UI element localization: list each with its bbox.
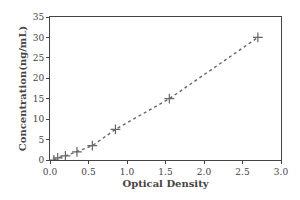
svg-text:0.0: 0.0: [43, 167, 58, 177]
svg-text:3.0: 3.0: [274, 167, 289, 177]
svg-text:10: 10: [33, 114, 45, 124]
svg-text:0.5: 0.5: [81, 167, 96, 177]
svg-text:25: 25: [33, 53, 45, 63]
svg-text:20: 20: [33, 73, 45, 83]
svg-text:0: 0: [38, 155, 44, 165]
svg-text:Concentration(ng/mL): Concentration(ng/mL): [17, 26, 28, 151]
svg-text:1.0: 1.0: [120, 167, 135, 177]
svg-text:2.5: 2.5: [235, 167, 250, 177]
svg-text:Optical Density: Optical Density: [122, 178, 209, 189]
svg-text:1.5: 1.5: [158, 167, 173, 177]
svg-text:35: 35: [33, 12, 45, 22]
svg-text:15: 15: [33, 94, 45, 104]
svg-text:5: 5: [38, 135, 44, 145]
svg-text:30: 30: [33, 33, 45, 43]
svg-text:2.0: 2.0: [197, 167, 212, 177]
